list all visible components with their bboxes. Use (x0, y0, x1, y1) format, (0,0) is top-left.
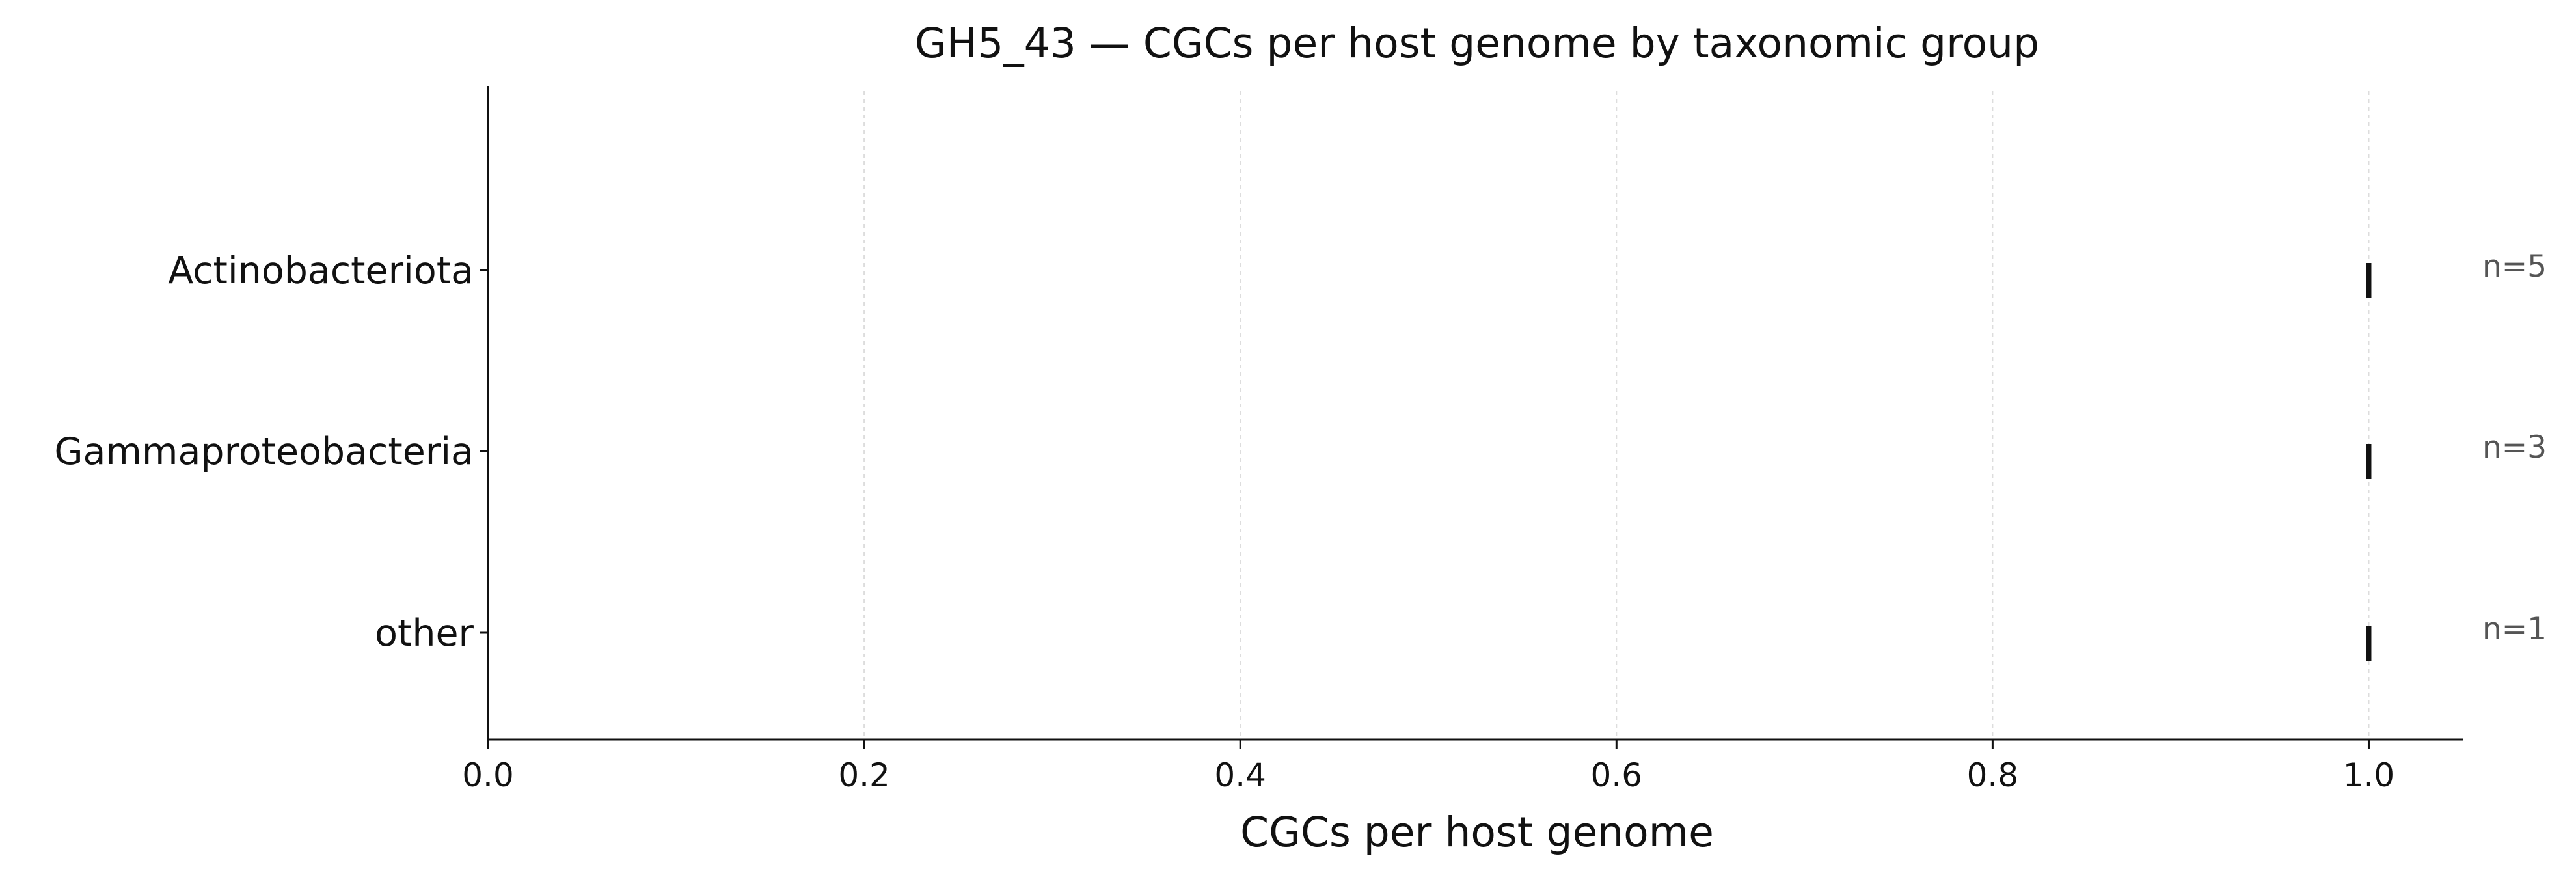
y-axis-categories: Actinobacteriota Gammaproteobacteria other (54, 249, 488, 655)
category-label-1: Gammaproteobacteria (54, 430, 474, 473)
count-annotations: n=5 n=3 n=1 (2482, 249, 2547, 647)
x-axis-ticks: 0.0 0.2 0.4 0.6 0.8 1.0 (462, 739, 2394, 794)
x-tick-label-3: 0.6 (1591, 756, 1643, 794)
x-tick-label-2: 0.4 (1214, 756, 1266, 794)
x-tick-label-1: 0.2 (838, 756, 890, 794)
count-annotation-2: n=1 (2482, 611, 2547, 647)
x-tick-label-4: 0.8 (1967, 756, 2019, 794)
count-annotation-0: n=5 (2482, 249, 2547, 284)
gridlines (863, 91, 2370, 739)
x-axis-label: CGCs per host genome (1240, 808, 1714, 856)
category-label-0: Actinobacteriota (168, 249, 474, 292)
x-tick-label-5: 1.0 (2343, 756, 2395, 794)
count-annotation-1: n=3 (2482, 430, 2547, 465)
chart-title: GH5_43 — CGCs per host genome by taxonom… (915, 20, 2039, 67)
x-tick-label-0: 0.0 (462, 756, 514, 794)
category-label-2: other (375, 612, 474, 655)
